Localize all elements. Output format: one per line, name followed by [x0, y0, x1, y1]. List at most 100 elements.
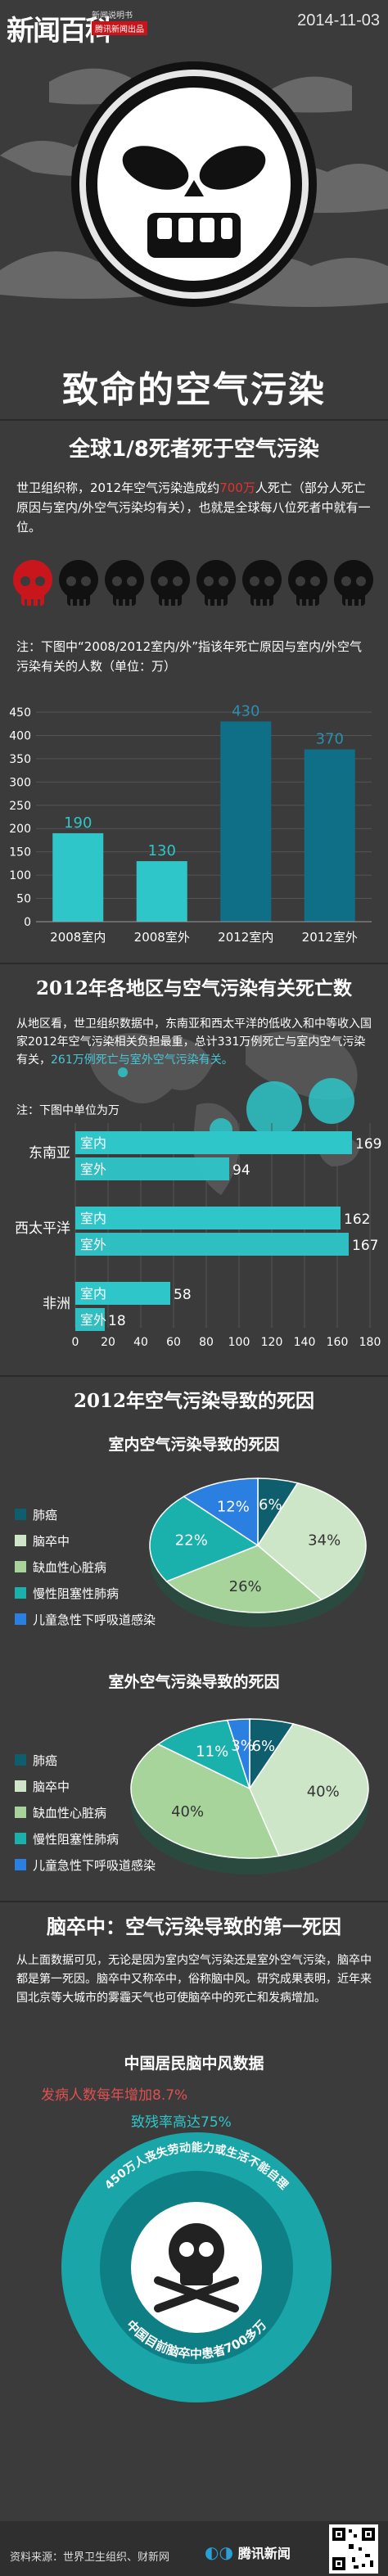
pie-value-label: 40%	[171, 1803, 204, 1820]
x-tick-label: 100	[228, 1336, 250, 1349]
bar	[136, 861, 187, 922]
indoor-legend: 肺癌 脑卒中 缺血性心脏病 慢性阻塞性肺病 儿童急性下呼吸道感染	[15, 1506, 156, 1653]
x-tick-label: 0	[72, 1336, 79, 1349]
section4-title: 脑卒中：空气污染导致的第一死因	[47, 1915, 341, 1938]
bar-chart-deaths: 0 50 100 150 200 250 300 350 400 450 190 2008室内 130 2…	[9, 704, 372, 945]
legend-swatch	[15, 1561, 26, 1572]
x-tick-label: 60	[166, 1336, 181, 1349]
stroke-stat-incidence: 发病人数每年增加8.7%	[41, 2087, 188, 2104]
pie-value-label: 34%	[308, 1532, 341, 1550]
publish-date: 2014-11-03	[297, 11, 380, 29]
bar-value-label: 167	[352, 1238, 378, 1254]
legend-item: 缺血性心脏病	[15, 1804, 146, 1820]
legend-label: 肺癌	[33, 1753, 58, 1768]
y-tick-label: 300	[9, 776, 31, 789]
y-tick-label: 西太平洋	[15, 1220, 70, 1237]
section1-title: 全球1/8死者死于空气污染	[69, 437, 319, 462]
skull-icon	[59, 560, 98, 606]
x-tick-label: 2008室内	[50, 930, 106, 945]
legend-swatch	[15, 1587, 26, 1599]
bar	[52, 832, 104, 922]
x-tick-label: 40	[133, 1336, 148, 1349]
pie-value-label: 11%	[196, 1744, 228, 1761]
legend-label: 脑卒中	[33, 1780, 70, 1794]
x-tick-label: 180	[359, 1336, 381, 1349]
y-tick-label: 非洲	[43, 1296, 70, 1312]
pie-slice	[257, 1482, 367, 1601]
bar	[75, 1157, 229, 1180]
x-tick-label: 2012室内	[218, 930, 273, 945]
pie-slice	[149, 1496, 259, 1582]
pie-value-label: 26%	[229, 1578, 262, 1595]
pie-value-label: 6%	[252, 1738, 276, 1755]
skull-icon	[242, 560, 282, 606]
y-tick-label: 150	[9, 846, 31, 859]
bar-series-label: 室内	[80, 1286, 106, 1302]
x-tick-label: 2008室外	[134, 930, 190, 945]
bar	[304, 749, 355, 922]
bar	[75, 1282, 170, 1305]
pie-value-label: 40%	[307, 1783, 340, 1800]
legend-item: 慢性阻塞性肺病	[15, 1830, 146, 1847]
highlight-261w: 261万例死亡与室外空气污染有关。	[51, 1053, 233, 1067]
bar-value-label: 370	[316, 731, 344, 748]
pie-value-label: 6%	[259, 1496, 282, 1514]
bar-value-label: 430	[232, 704, 259, 720]
bar	[75, 1131, 352, 1154]
legend-item: 儿童急性下呼吸道感染	[15, 1611, 156, 1627]
highlight-700w: 700万	[219, 480, 255, 495]
pie-value-label: 22%	[175, 1532, 208, 1550]
skull-icon	[288, 560, 327, 606]
section1-note: 注：下图中“2008/2012室内/外”指该年死亡原因与室内/外空气污染有关的人…	[16, 639, 363, 674]
legend-swatch	[15, 1754, 26, 1766]
stroke-stat-disability: 致残率高达75%	[131, 2114, 232, 2131]
bar	[220, 721, 272, 922]
section2-paragraph: 从地区看，世卫组织数据中，东南亚和西太平洋的低收入和中等收入国家2012年空气污…	[16, 1017, 372, 1067]
qr-code-icon[interactable]	[329, 2524, 378, 2574]
x-tick-label: 20	[101, 1336, 115, 1349]
bar-series-label: 室外	[80, 1162, 106, 1177]
bar	[75, 1207, 341, 1229]
indoor-pie-chart: 6% 34% 26% 22% 12%	[149, 1477, 367, 1627]
divider	[0, 963, 388, 964]
y-tick-label: 0	[24, 916, 31, 929]
y-tick-label: 东南亚	[29, 1145, 70, 1162]
legend-item: 脑卒中	[15, 1532, 146, 1549]
bar	[75, 1308, 105, 1331]
legend-swatch	[15, 1780, 26, 1792]
legend-label: 缺血性心脏病	[33, 1806, 107, 1820]
bar-value-label: 162	[344, 1211, 370, 1228]
divider	[0, 1375, 388, 1377]
x-tick-label: 140	[294, 1336, 316, 1349]
site-subtitle: 新闻说明书	[92, 11, 133, 20]
bar-value-label: 18	[108, 1313, 126, 1329]
footer-bar	[0, 2521, 388, 2576]
pie-slice	[249, 1723, 369, 1857]
legend-label: 缺血性心脏病	[33, 1560, 107, 1575]
site-badge: 腾讯新闻出品	[92, 21, 147, 35]
legend-swatch	[15, 1535, 26, 1546]
pie-slice	[226, 1718, 250, 1789]
legend-item: 肺癌	[15, 1506, 146, 1523]
divider	[0, 1901, 388, 1902]
pie-value-label: 12%	[217, 1499, 250, 1516]
legend-item: 肺癌	[15, 1752, 146, 1768]
bar-series-label: 室内	[80, 1211, 106, 1226]
divider	[0, 419, 388, 421]
legend-swatch	[15, 1833, 26, 1844]
hero-illustration	[0, 61, 388, 307]
brand-footer: ◐◑ 腾讯新闻	[205, 2542, 291, 2562]
bar-value-label: 58	[174, 1287, 192, 1303]
legend-swatch	[15, 1807, 26, 1818]
bar-value-label: 190	[64, 814, 92, 832]
pie-slice	[156, 1719, 251, 1790]
main-title: 致命的空气污染	[62, 369, 326, 411]
outdoor-pie-chart: 6% 40% 40% 11% 3%	[130, 1718, 369, 1874]
legend-item: 脑卒中	[15, 1778, 146, 1794]
skull-icon	[151, 560, 190, 606]
stroke-chart-title: 中国居民脑中风数据	[124, 2055, 264, 2073]
skull-crossbones-icon	[154, 2223, 239, 2313]
legend-swatch	[15, 1613, 26, 1625]
legend-label: 儿童急性下呼吸道感染	[33, 1613, 156, 1627]
y-tick-label: 100	[9, 869, 31, 882]
